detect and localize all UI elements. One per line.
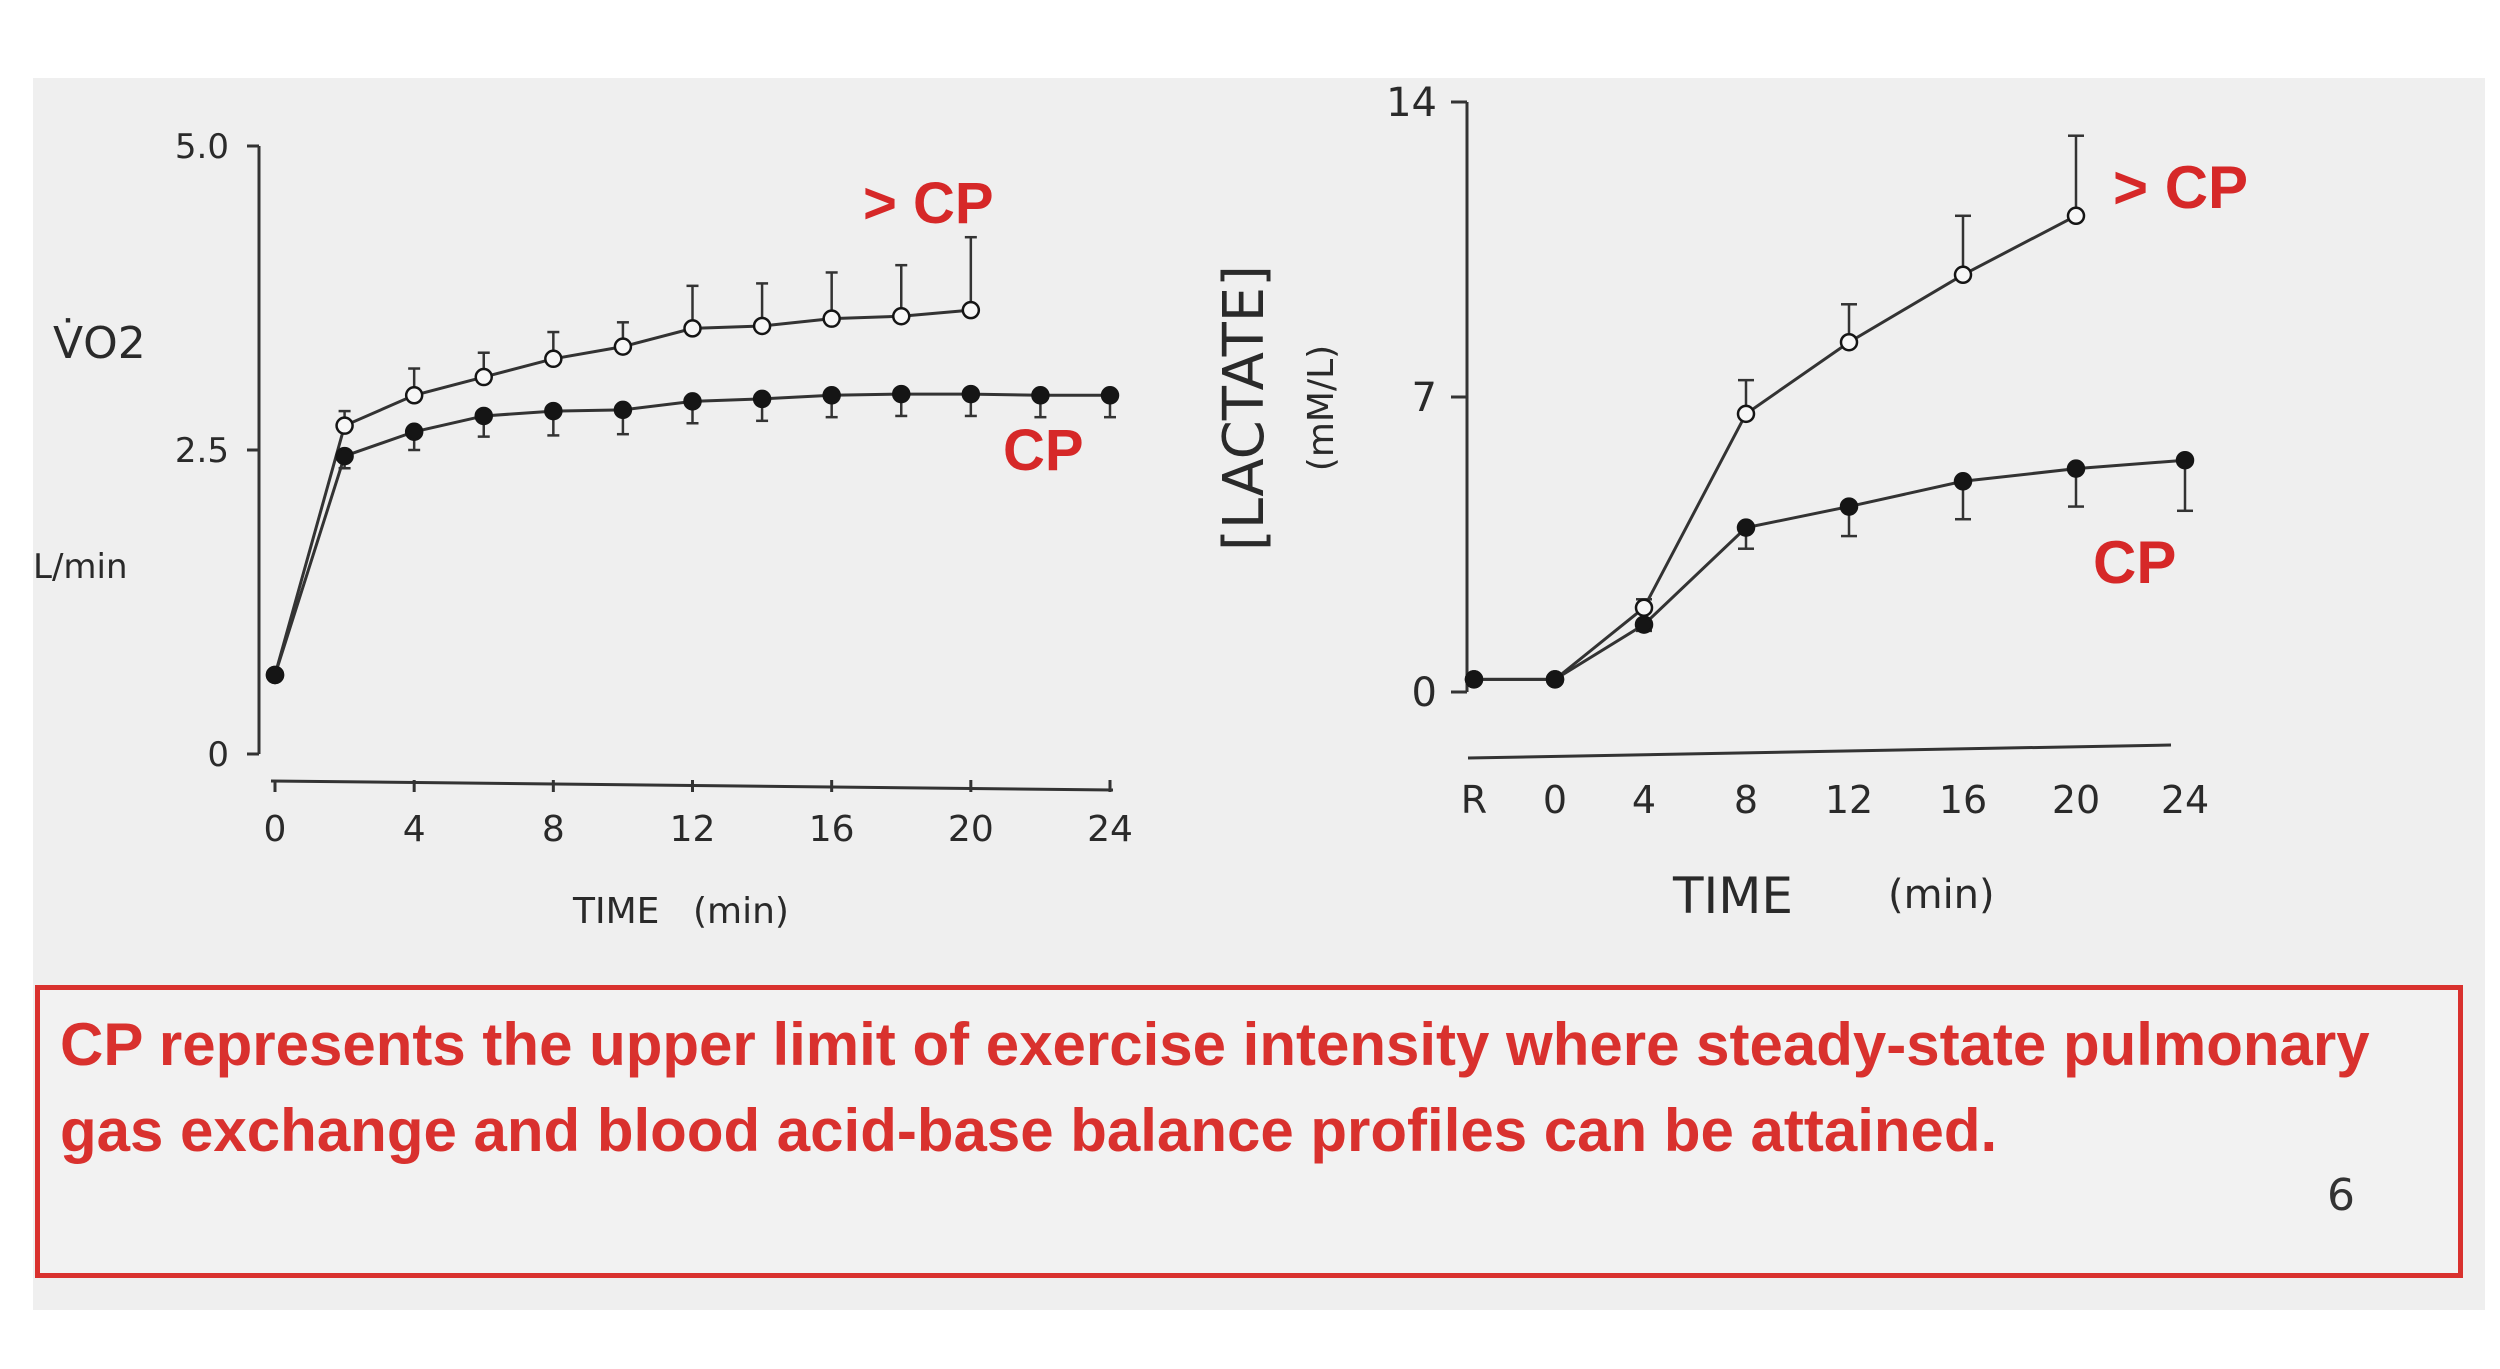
chart1-series-above-cp-point — [404, 386, 424, 405]
chart2-series-above-cp-point — [1736, 404, 1756, 424]
chart1-series-cp-point — [335, 446, 354, 466]
chart1-x-tick-label: 16 — [809, 809, 855, 850]
chart1-x-tick-label: 12 — [670, 809, 716, 850]
chart1-series-cp-point — [1031, 386, 1050, 405]
chart1-series-above-cp-line — [273, 308, 971, 676]
chart1-y-tick-label: 0 — [207, 735, 229, 775]
caption-text: CP represents the upper limit of exercis… — [60, 1011, 2370, 1164]
chart1-series-above-cp-point — [683, 319, 702, 338]
chart1-series-above-cp-point — [752, 316, 772, 336]
chart1-series-cp-point — [544, 401, 563, 421]
chart2-series-above-cp-line — [1474, 214, 2077, 681]
chart1-series-cp-point — [613, 400, 633, 420]
chart2-y-label: [LACTATE] — [1212, 265, 1277, 551]
chart1-series-cp-point — [892, 384, 911, 404]
chart2-series-above-cp-point — [1953, 265, 1973, 285]
chart1-series-above-cp-point — [544, 349, 563, 369]
chart1-x-tick-label: 20 — [948, 809, 994, 850]
chart2-x-label: TIME — [1672, 867, 1793, 925]
chart1-series-above-cp-point — [892, 306, 911, 326]
chart2-series-cp-point — [1545, 670, 1565, 689]
chart2-series-cp-point — [1736, 518, 1756, 537]
chart1-y-tick-label: 5.0 — [175, 127, 229, 167]
chart2-series-cp-point — [1634, 615, 1654, 634]
chart1-series-cp-point — [404, 422, 424, 442]
chart1-series-cp-point — [752, 389, 772, 409]
chart2-series-above-cp-point — [2066, 206, 2086, 226]
chart1-series-cp-point — [683, 392, 702, 411]
chart2-y-tick-label: 14 — [1386, 80, 1437, 126]
chart2-x-tick-label: 4 — [1632, 778, 1656, 822]
chart1-series-cp-point — [961, 384, 981, 404]
page-number: 6 — [2327, 1170, 2355, 1221]
chart1-series-above-cp-point — [961, 300, 981, 320]
chart1-y-unit: L/min — [33, 547, 128, 587]
chart2-series-cp-point — [2175, 450, 2195, 470]
chart2-series-cp-point — [2066, 459, 2086, 478]
chart2-y-tick-label: 7 — [1412, 375, 1437, 421]
chart1-series-cp-point — [1100, 386, 1120, 405]
chart2-series-cp-point — [1839, 497, 1859, 516]
charts-canvas: 0 2.5 5.0 0 4 8 12 16 20 24 V̇O2 L/min TIME (min) > CP… — [33, 80, 2248, 932]
chart1-series-cp-point — [265, 665, 285, 685]
chart1-series-cp-point — [822, 386, 841, 405]
chart2-x-tick-label: R — [1461, 778, 1487, 822]
chart1-series-cp-point — [474, 406, 493, 426]
chart1-y-tick-label: 2.5 — [175, 431, 229, 471]
chart1-x-tick-label: 8 — [542, 809, 565, 850]
chart2-series-above-cp-point — [1634, 598, 1654, 617]
chart1-series-above-cp-point — [613, 337, 633, 356]
chart2-x-tick-label: 24 — [2161, 778, 2209, 822]
chart1-label-cp: CP — [1003, 418, 1084, 483]
chart1-x-label: TIME — [572, 891, 659, 932]
chart2-series-above-cp-point — [1839, 332, 1859, 352]
chart2-x-unit: (min) — [1888, 872, 1995, 918]
chart1-x-tick-label: 0 — [264, 809, 287, 850]
chart1-x-tick-label: 4 — [403, 809, 426, 850]
chart2-y-unit: (mM/L) — [1301, 345, 1342, 471]
chart1-x-unit: (min) — [693, 891, 789, 932]
chart2-x-axis — [1467, 743, 2172, 760]
chart1-x-tick-label: 24 — [1087, 809, 1133, 850]
chart2-series-cp-point — [1464, 670, 1484, 689]
chart1-series-above-cp-point — [474, 367, 493, 387]
chart2-label-cp: CP — [2093, 529, 2176, 596]
chart2-x-tick-label: 20 — [2052, 778, 2100, 822]
chart1-series-cp-line — [273, 392, 1110, 676]
chart2-x-tick-label: 12 — [1825, 778, 1873, 822]
chart2-label-above-cp: > CP — [2113, 154, 2248, 221]
chart1-series-above-cp-point — [822, 309, 841, 328]
chart2-x-tick-label: 8 — [1734, 778, 1758, 822]
chart1-y-label: V̇O2 — [53, 317, 146, 369]
chart2-y-tick-label: 0 — [1412, 670, 1437, 716]
chart2-series-cp-point — [1953, 472, 1973, 491]
caption-box: CP represents the upper limit of exercis… — [35, 985, 2463, 1278]
chart2-series-cp-line — [1474, 458, 2186, 681]
chart1-label-above-cp: > CP — [863, 171, 994, 236]
chart2-x-tick-label: 0 — [1543, 778, 1567, 822]
chart2-x-tick-label: 16 — [1939, 778, 1987, 822]
chart1-series-above-cp-point — [335, 416, 354, 435]
